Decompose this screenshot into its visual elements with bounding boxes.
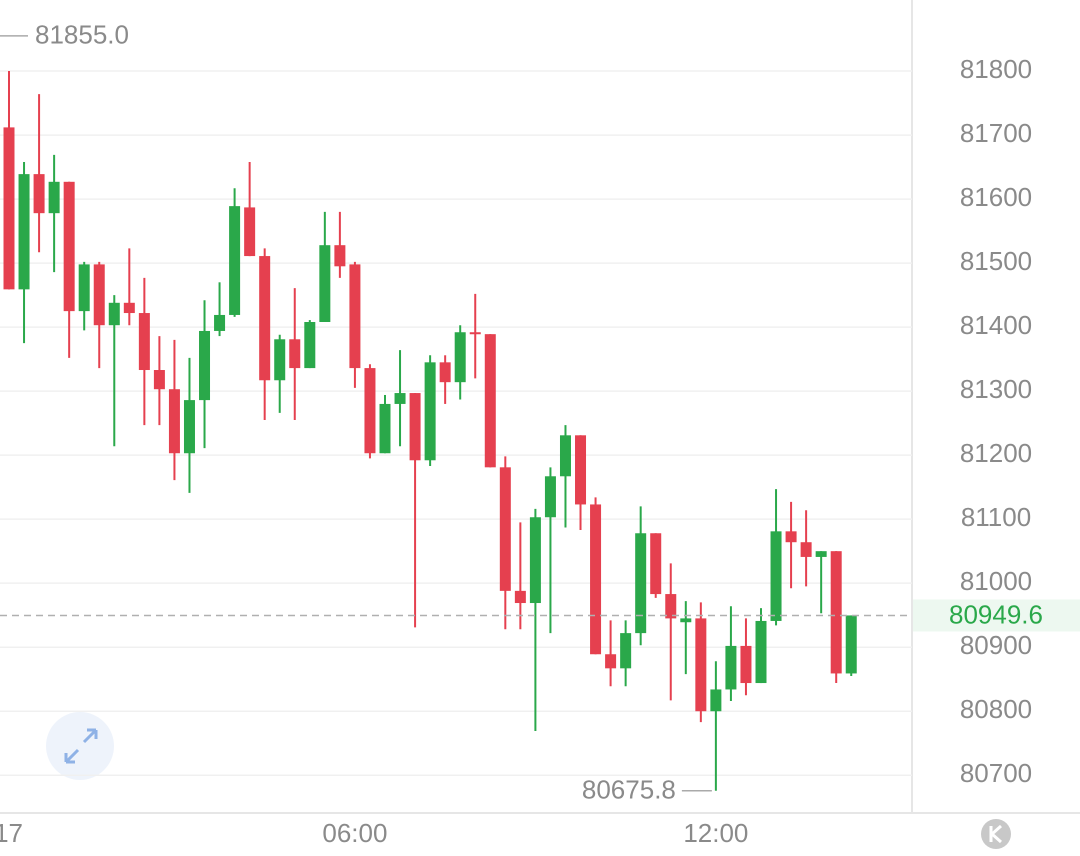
- candle-body: [93, 264, 105, 326]
- candle-body: [695, 618, 707, 712]
- candle-body: [304, 321, 316, 369]
- candle-body: [529, 517, 541, 604]
- candle-body: [274, 339, 286, 381]
- min-marker-label: 80675.8: [582, 775, 676, 805]
- candle-body: [153, 370, 165, 390]
- candle-body: [138, 313, 150, 371]
- candle-body: [815, 551, 827, 557]
- candle-body: [725, 645, 737, 690]
- candle-body: [183, 400, 195, 454]
- candle-body: [830, 551, 842, 674]
- candle-body: [63, 181, 75, 312]
- candle-body: [289, 339, 301, 369]
- k-circle[interactable]: [981, 819, 1011, 849]
- candle-body: [379, 403, 391, 454]
- candle-body: [78, 264, 90, 312]
- candle-body: [349, 264, 361, 369]
- y-tick-label: 80700: [960, 758, 1032, 788]
- candle-body: [605, 654, 617, 669]
- candle-body: [650, 533, 662, 595]
- candle-body: [364, 368, 376, 454]
- max-marker-label: 81855.0: [35, 20, 129, 50]
- candle-body: [123, 302, 135, 314]
- candle-body: [635, 533, 647, 634]
- y-tick-label: 80800: [960, 694, 1032, 724]
- x-tick-label: 12:00: [683, 818, 748, 848]
- candle-body: [469, 332, 481, 335]
- candle-body: [214, 314, 226, 331]
- candle-body: [3, 127, 15, 290]
- x-tick-label: 06:00: [322, 818, 387, 848]
- candle-body: [199, 330, 211, 401]
- candle-body: [740, 645, 752, 684]
- candle-body: [244, 207, 256, 257]
- candle-body: [710, 689, 722, 712]
- candle-body: [559, 435, 571, 477]
- candle-body: [665, 594, 677, 619]
- y-tick-label: 81500: [960, 246, 1032, 276]
- y-tick-label: 81600: [960, 182, 1032, 212]
- candle-body: [544, 476, 556, 518]
- y-tick-label: 81100: [961, 502, 1031, 532]
- candle-body: [394, 393, 406, 404]
- last-price-box: [913, 599, 1080, 632]
- candle-body: [514, 590, 526, 604]
- candle-body: [439, 362, 451, 383]
- candle-body: [108, 302, 120, 326]
- candle-body: [259, 256, 271, 381]
- y-tick-label: 81700: [960, 118, 1032, 148]
- candle-body: [48, 181, 60, 214]
- k-button[interactable]: [981, 819, 1011, 849]
- k-icon[interactable]: [989, 824, 1002, 844]
- x-tick-label: 17: [0, 818, 23, 848]
- candle-body: [499, 467, 511, 591]
- expand-icon[interactable]: [64, 728, 98, 764]
- candle-body: [409, 393, 421, 461]
- candle-body: [770, 531, 782, 621]
- candle-body: [785, 531, 797, 543]
- y-tick-label: 81200: [960, 438, 1032, 468]
- y-tick-label: 81400: [960, 310, 1032, 340]
- candle-body: [755, 620, 767, 684]
- candle-body: [319, 245, 331, 322]
- candle-body: [484, 334, 496, 468]
- candle-body: [229, 206, 241, 315]
- last-price-label: 80949.6: [949, 599, 1043, 629]
- candle-body: [590, 504, 602, 655]
- y-tick-label: 81800: [960, 54, 1032, 84]
- candle-body: [680, 618, 692, 623]
- candle-body: [620, 633, 632, 669]
- candle-body: [800, 542, 812, 557]
- y-tick-label: 81300: [960, 374, 1032, 404]
- candle-body: [334, 245, 346, 267]
- candle-body: [33, 174, 45, 214]
- candle-body: [18, 174, 30, 290]
- candle-body: [575, 435, 587, 505]
- expand-circle[interactable]: [46, 712, 114, 780]
- expand-button[interactable]: [46, 712, 114, 780]
- candle-body: [168, 389, 180, 454]
- candle-body: [424, 362, 436, 461]
- candle-body: [454, 332, 466, 383]
- candle-body: [845, 615, 857, 674]
- y-tick-label: 81000: [960, 566, 1032, 596]
- y-tick-label: 80900: [960, 630, 1032, 660]
